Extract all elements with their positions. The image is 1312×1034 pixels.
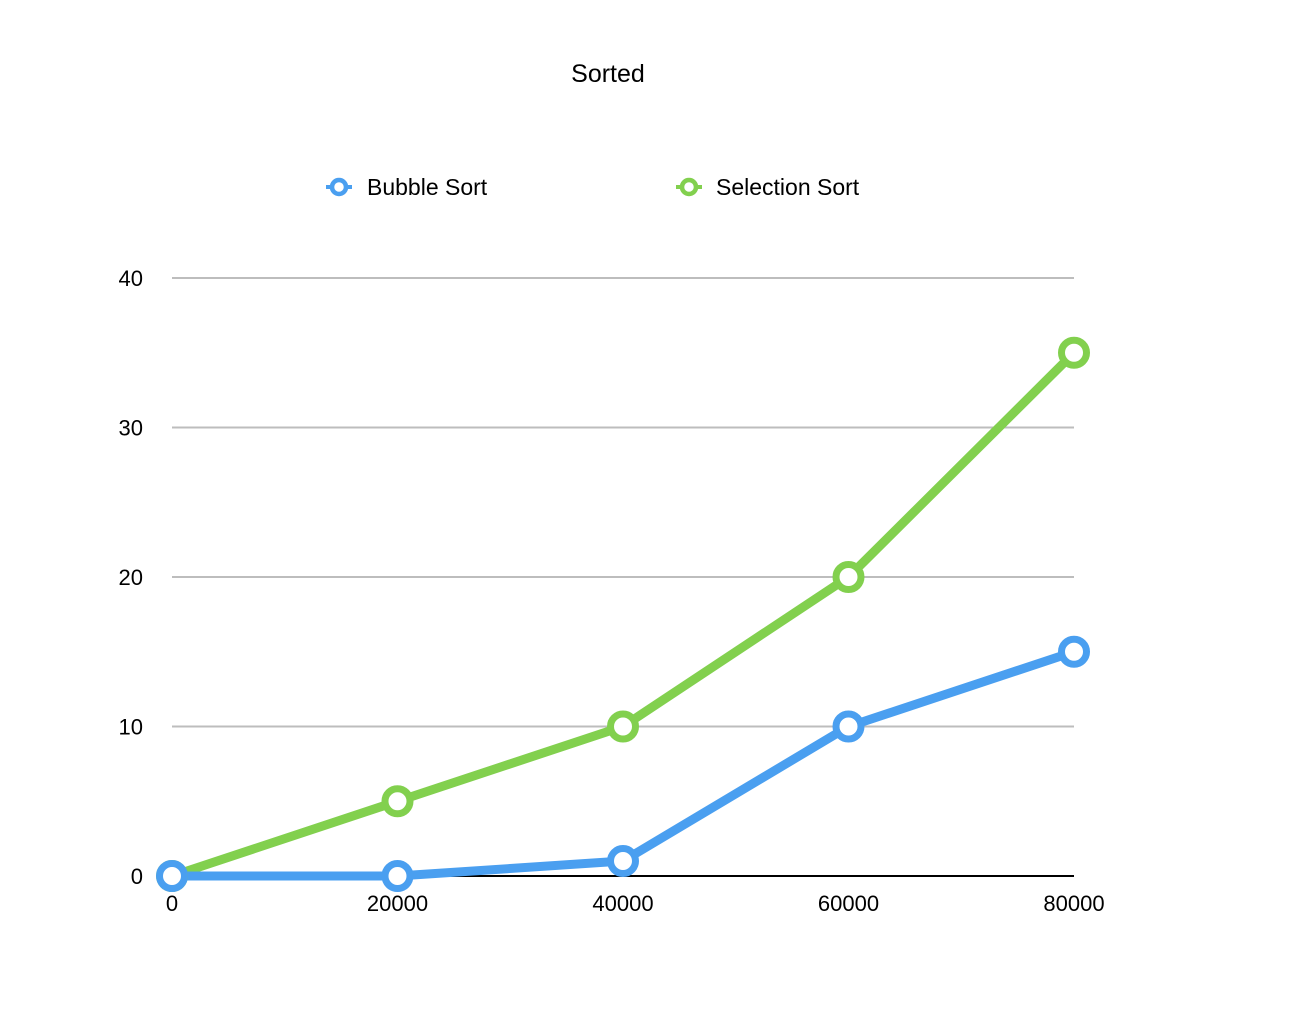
tick-labels: 0 10 20 30 40 0 20000 40000 60000 80000 [119, 266, 1105, 916]
y-tick-label: 10 [119, 715, 143, 740]
legend: Bubble Sort Selection Sort [326, 174, 860, 200]
series-markers [156, 336, 1090, 892]
data-point-bubble-sort [381, 860, 414, 892]
x-tick-label: 80000 [1043, 891, 1104, 916]
legend-label: Bubble Sort [367, 174, 488, 200]
gridlines [172, 277, 1074, 728]
legend-swatch-marker [329, 177, 349, 197]
series-line-bubble-sort [167, 647, 1079, 881]
series-lines [167, 348, 1079, 881]
legend-label: Selection Sort [716, 174, 860, 200]
series-line-selection-sort [167, 348, 1079, 881]
x-tick-label: 60000 [818, 891, 879, 916]
chart-title: Sorted [571, 60, 645, 88]
x-tick-label: 0 [166, 891, 178, 916]
y-tick-label: 40 [119, 266, 143, 291]
data-point-bubble-sort [1058, 635, 1090, 668]
data-point-selection-sort [607, 710, 639, 743]
x-tick-label: 20000 [367, 891, 428, 916]
legend-item-selection-sort: Selection Sort [676, 174, 860, 200]
y-tick-label: 20 [119, 565, 143, 590]
y-tick-label: 0 [131, 864, 143, 889]
data-point-selection-sort [1058, 336, 1090, 369]
data-point-bubble-sort [156, 860, 188, 892]
y-tick-label: 30 [119, 416, 143, 441]
legend-swatch-marker [679, 177, 699, 197]
data-point-selection-sort [832, 561, 865, 593]
x-tick-label: 40000 [592, 891, 653, 916]
legend-item-bubble-sort: Bubble Sort [326, 174, 488, 200]
data-point-selection-sort [381, 785, 414, 818]
data-point-bubble-sort [607, 845, 639, 878]
data-point-bubble-sort [832, 710, 865, 743]
